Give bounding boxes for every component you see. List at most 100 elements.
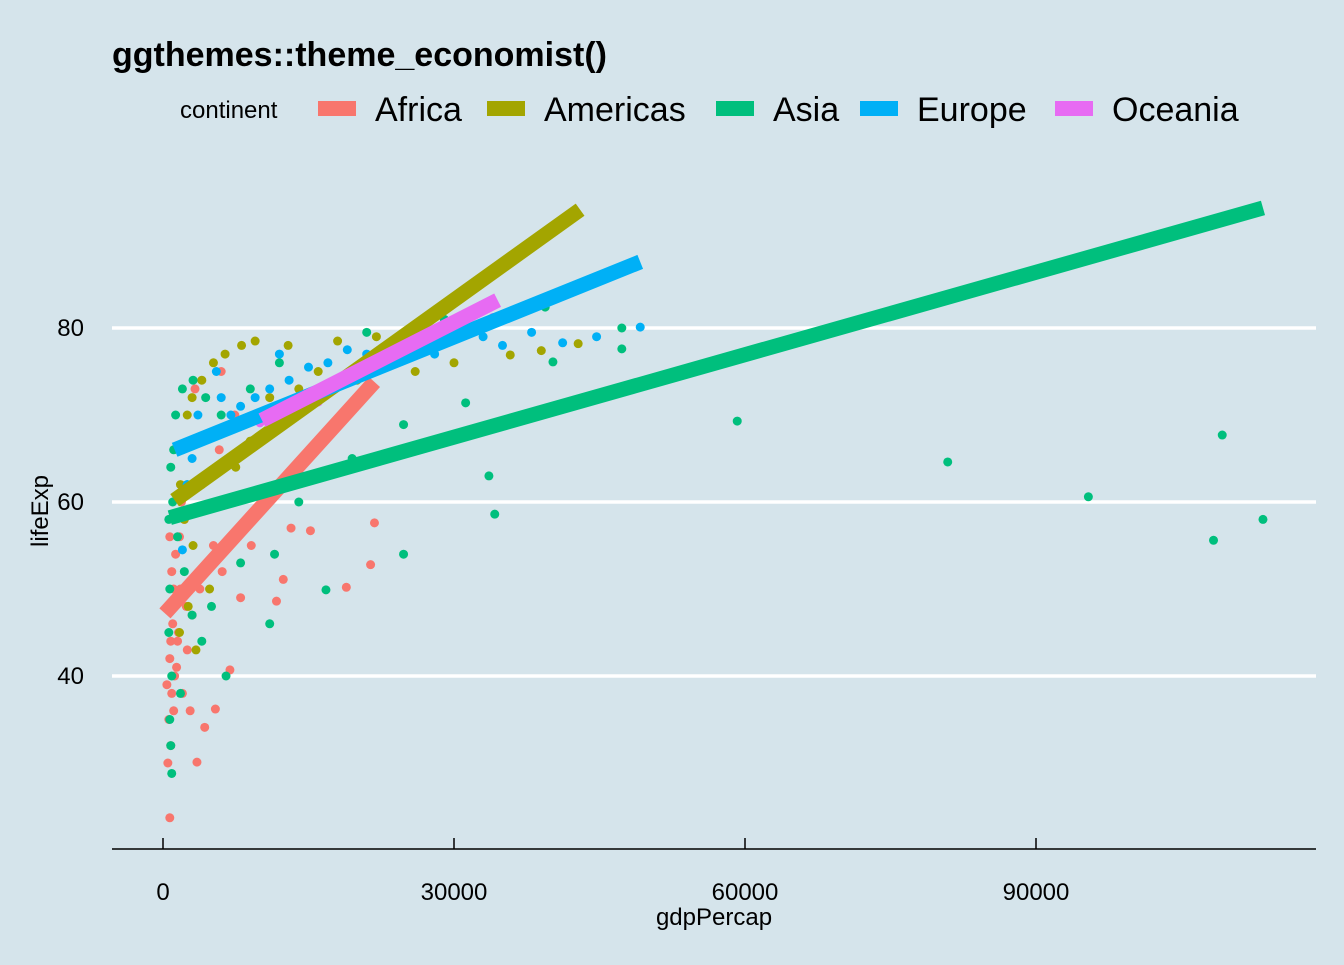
point-asia [1209, 535, 1219, 545]
trend-lines [159, 200, 1266, 619]
point-europe [635, 322, 645, 332]
point-asia [362, 327, 372, 337]
point-asia [1217, 430, 1227, 440]
point-americas [283, 340, 293, 350]
point-asia [164, 628, 174, 637]
point-africa [192, 757, 202, 767]
point-asia [165, 584, 175, 594]
legend-key-americas [487, 101, 525, 116]
point-asia [187, 610, 197, 620]
legend-title: continent [180, 97, 278, 124]
point-europe [226, 410, 236, 420]
point-europe [236, 401, 246, 411]
point-europe [265, 384, 275, 394]
point-africa [271, 596, 281, 606]
point-asia [294, 497, 304, 507]
legend-key-oceania [1055, 101, 1093, 116]
point-americas [536, 346, 546, 356]
point-africa [214, 445, 224, 455]
point-europe [216, 393, 226, 403]
point-americas [410, 367, 420, 376]
point-africa [165, 813, 175, 823]
point-africa [366, 560, 376, 570]
point-americas [208, 358, 218, 368]
point-asia [245, 384, 255, 394]
point-asia [548, 357, 558, 367]
point-americas [174, 628, 184, 637]
point-africa [163, 758, 173, 768]
chart-title: ggthemes::theme_economist() [112, 36, 607, 74]
legend-key-europe [860, 101, 898, 116]
x-tick-label: 30000 [421, 879, 488, 906]
point-africa [165, 654, 175, 664]
point-asia [274, 358, 284, 368]
point-asia [207, 601, 216, 611]
point-africa [236, 593, 246, 603]
legend-label-asia: Asia [773, 91, 839, 129]
point-americas [182, 410, 192, 420]
point-africa [168, 619, 178, 629]
point-asia [321, 585, 331, 595]
y-axis-ticks: 40 60 80 [57, 315, 84, 690]
point-americas [573, 339, 583, 349]
point-europe [478, 332, 488, 342]
point-europe [193, 410, 203, 420]
x-tick-label: 90000 [1003, 879, 1070, 906]
point-africa [305, 526, 315, 536]
point-europe [527, 327, 537, 337]
point-asia [732, 416, 742, 426]
point-africa [210, 704, 220, 714]
point-africa [185, 706, 195, 716]
point-americas [205, 584, 215, 594]
legend-key-asia [716, 101, 754, 116]
point-asia [166, 741, 176, 751]
legend-key-africa [318, 101, 356, 116]
x-tick-label: 0 [156, 879, 169, 906]
point-asia [490, 509, 500, 519]
point-europe [304, 362, 313, 372]
point-asia [617, 323, 627, 333]
point-asia [167, 671, 177, 681]
legend-label-americas: Americas [544, 91, 686, 129]
point-asia [167, 768, 177, 778]
point-africa [173, 636, 183, 646]
y-axis-label: lifeExp [27, 475, 54, 547]
point-europe [592, 332, 602, 342]
point-europe [342, 345, 352, 355]
point-asia [165, 715, 175, 724]
point-asia [1258, 514, 1268, 524]
point-asia [166, 462, 176, 472]
point-asia [399, 549, 409, 559]
point-africa [171, 549, 181, 559]
point-americas [183, 601, 193, 611]
point-africa [167, 688, 177, 698]
point-americas [191, 645, 201, 655]
point-europe [211, 367, 221, 376]
point-europe [323, 358, 333, 368]
point-asia [484, 471, 494, 481]
trend-line-asia [167, 200, 1266, 525]
point-americas [220, 349, 230, 359]
point-asia [179, 567, 189, 577]
legend-label-oceania: Oceania [1112, 91, 1239, 129]
point-asia [177, 384, 187, 394]
point-americas [197, 375, 207, 385]
point-asia [173, 532, 183, 542]
point-asia [216, 410, 226, 420]
point-europe [284, 375, 294, 385]
point-asia [171, 410, 181, 420]
point-africa [182, 645, 192, 655]
point-europe [187, 454, 197, 463]
point-europe [498, 340, 507, 350]
point-americas [313, 367, 323, 376]
gridlines [112, 326, 1316, 678]
point-europe [250, 393, 260, 403]
point-africa [286, 523, 296, 533]
point-americas [449, 358, 459, 368]
point-europe [274, 349, 284, 359]
point-asia [1083, 492, 1093, 502]
point-asia [188, 375, 198, 385]
point-americas [188, 541, 198, 550]
point-asia [197, 636, 207, 646]
legend: continent Africa Americas Asia Europe Oceani… [180, 91, 1239, 129]
